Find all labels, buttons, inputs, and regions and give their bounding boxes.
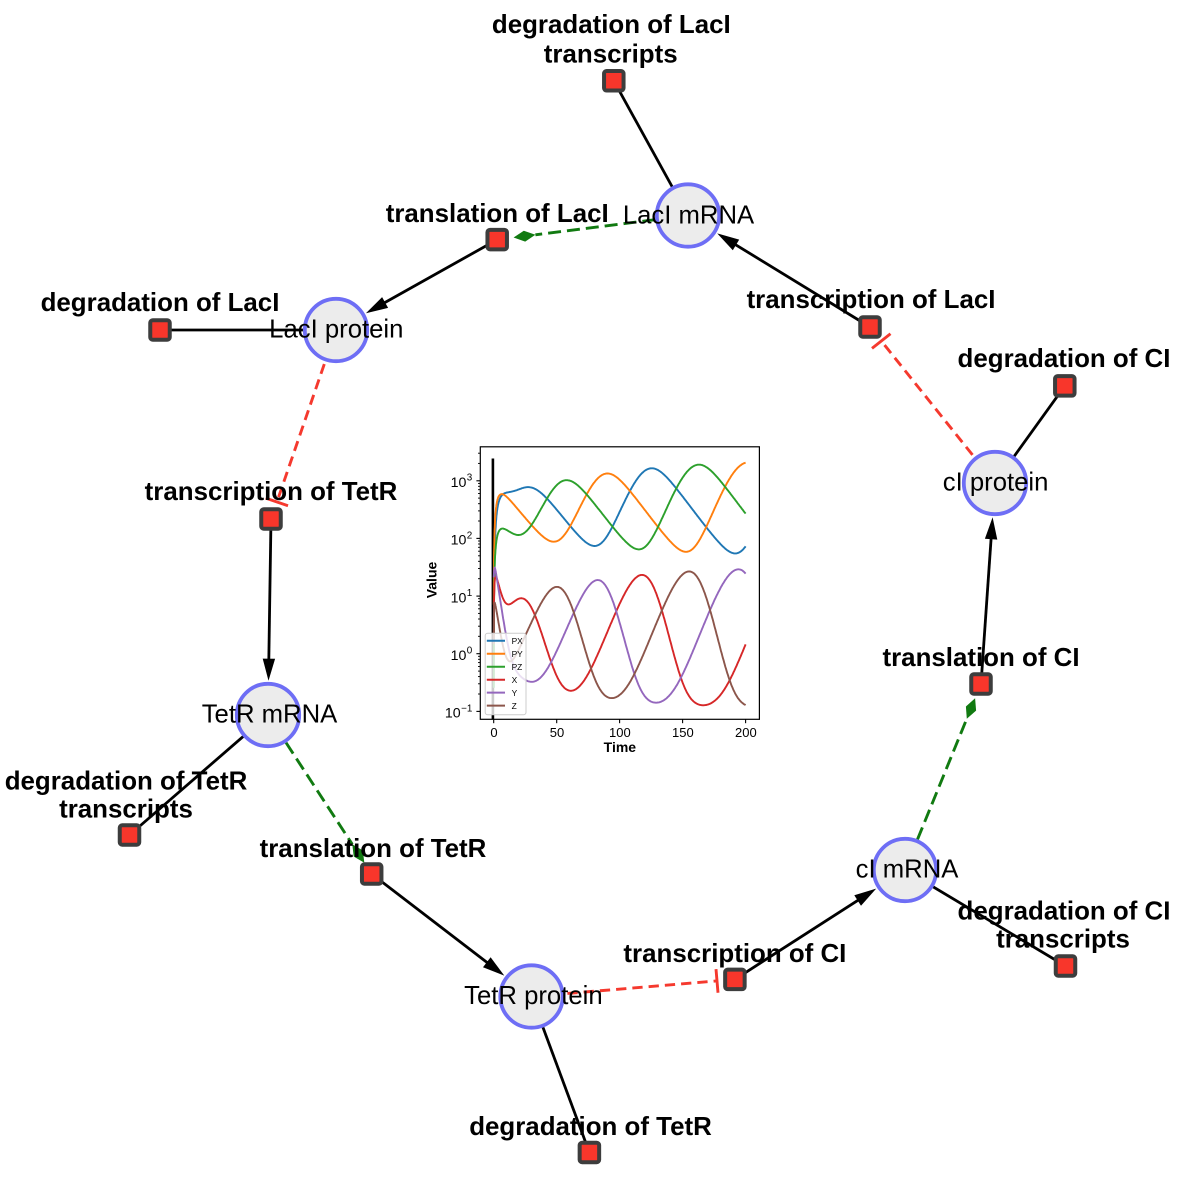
svg-text:degradation of CI: degradation of CI <box>958 345 1171 373</box>
svg-text:−1: −1 <box>461 703 473 714</box>
svg-text:TetR protein: TetR protein <box>464 982 603 1010</box>
svg-text:10: 10 <box>445 706 461 722</box>
svg-text:PX: PX <box>512 636 524 646</box>
svg-text:degradation of CI: degradation of CI <box>958 898 1171 926</box>
svg-text:PZ: PZ <box>512 662 523 672</box>
svg-text:degradation of TetR: degradation of TetR <box>469 1113 712 1141</box>
svg-text:translation of TetR: translation of TetR <box>260 835 487 863</box>
svg-text:10: 10 <box>451 648 467 664</box>
svg-text:transcription of CI: transcription of CI <box>623 940 846 968</box>
svg-text:translation of CI: translation of CI <box>882 644 1079 672</box>
svg-text:Y: Y <box>512 688 518 698</box>
svg-text:degradation of LacI: degradation of LacI <box>41 289 280 317</box>
svg-text:1: 1 <box>467 588 473 599</box>
svg-text:Z: Z <box>512 701 517 711</box>
svg-text:transcripts: transcripts <box>544 40 678 68</box>
svg-text:2: 2 <box>467 530 473 541</box>
svg-text:transcripts: transcripts <box>59 795 193 823</box>
svg-text:translation of LacI: translation of LacI <box>386 200 609 228</box>
svg-text:100: 100 <box>609 725 631 740</box>
svg-text:LacI protein: LacI protein <box>269 316 403 344</box>
svg-text:transcription of LacI: transcription of LacI <box>747 286 996 314</box>
svg-text:LacI mRNA: LacI mRNA <box>623 202 755 230</box>
svg-text:PY: PY <box>512 649 524 659</box>
svg-text:cI protein: cI protein <box>943 469 1049 497</box>
svg-text:150: 150 <box>672 725 694 740</box>
svg-text:50: 50 <box>550 725 564 740</box>
svg-text:Time: Time <box>604 739 637 755</box>
svg-text:TetR mRNA: TetR mRNA <box>202 701 338 729</box>
svg-text:0: 0 <box>490 725 497 740</box>
svg-text:10: 10 <box>451 533 467 549</box>
svg-text:cI mRNA: cI mRNA <box>856 856 960 884</box>
svg-text:transcripts: transcripts <box>996 926 1130 954</box>
svg-text:3: 3 <box>467 473 473 484</box>
svg-text:10: 10 <box>451 475 467 491</box>
svg-text:X: X <box>512 675 518 685</box>
svg-text:degradation of LacI: degradation of LacI <box>492 11 731 39</box>
svg-text:transcription of TetR: transcription of TetR <box>145 478 398 506</box>
svg-text:Value: Value <box>424 562 440 599</box>
svg-text:200: 200 <box>735 725 757 740</box>
svg-text:10: 10 <box>451 590 467 606</box>
svg-text:0: 0 <box>467 646 473 657</box>
svg-text:degradation of TetR: degradation of TetR <box>5 767 248 795</box>
